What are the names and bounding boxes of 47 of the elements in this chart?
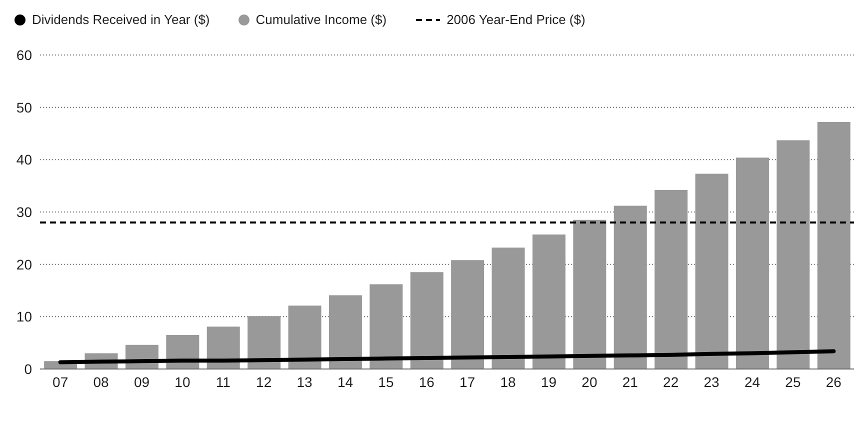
x-tick-label: 24	[744, 374, 760, 390]
x-tick-label: 08	[93, 374, 110, 390]
x-tick-label: 09	[134, 374, 150, 390]
y-tick-label: 0	[24, 360, 32, 377]
y-tick-label: 10	[16, 308, 32, 325]
x-tick-label: 21	[622, 374, 638, 390]
bar	[654, 190, 688, 369]
bar	[410, 272, 444, 369]
bar	[248, 316, 281, 369]
bar	[206, 326, 240, 369]
x-tick-label: 11	[216, 374, 231, 390]
x-tick-label: 15	[378, 374, 394, 390]
bar	[817, 122, 850, 369]
bar	[614, 206, 647, 369]
y-tick-label: 20	[16, 256, 32, 272]
bar	[776, 140, 810, 369]
legend-label: 2006 Year-End Price ($)	[446, 12, 586, 27]
legend-label: Dividends Received in Year ($)	[32, 12, 210, 27]
x-tick-label: 19	[540, 374, 557, 390]
bar	[451, 260, 484, 369]
y-tick-label: 40	[16, 152, 32, 168]
y-tick-label: 60	[16, 46, 32, 63]
x-tick-label: 22	[663, 374, 679, 390]
bar	[695, 174, 728, 369]
bar	[736, 158, 769, 369]
x-tick-label: 26	[826, 374, 842, 390]
x-tick-label: 18	[500, 374, 516, 390]
x-tick-label: 17	[460, 374, 476, 390]
x-tick-label: 23	[704, 374, 720, 390]
y-tick-label: 50	[16, 99, 32, 116]
y-tick-label: 30	[16, 204, 32, 220]
x-tick-label: 25	[785, 374, 801, 390]
bar	[328, 295, 362, 369]
x-tick-label: 13	[296, 374, 313, 390]
x-tick-label: 20	[582, 374, 598, 390]
line-series	[58, 349, 836, 364]
x-tick-label: 10	[174, 374, 190, 390]
legend-label: Cumulative Income ($)	[256, 12, 387, 27]
x-tick-label: 16	[418, 374, 435, 390]
bar	[288, 306, 322, 369]
x-tick-label: 07	[52, 374, 68, 390]
x-tick-label: 14	[337, 374, 354, 390]
x-tick-label: 12	[256, 374, 272, 390]
bar	[532, 234, 566, 369]
bar	[492, 248, 525, 369]
bar	[370, 284, 403, 369]
bar	[573, 220, 606, 369]
